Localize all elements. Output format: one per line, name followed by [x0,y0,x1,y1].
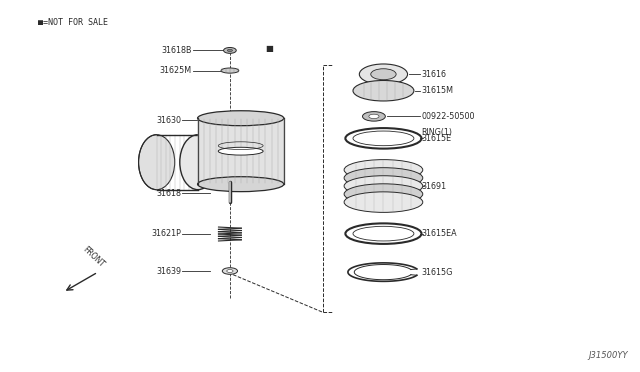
Text: 31615M: 31615M [422,86,454,95]
Ellipse shape [344,168,423,188]
Ellipse shape [138,135,175,190]
Text: 31618: 31618 [156,189,181,198]
Text: 31621P: 31621P [151,229,181,238]
Ellipse shape [223,48,236,53]
Ellipse shape [353,131,414,146]
Text: J31500YY: J31500YY [588,351,628,360]
Ellipse shape [198,111,284,126]
Polygon shape [198,118,284,184]
Text: 31615EA: 31615EA [422,229,457,238]
Ellipse shape [353,80,414,101]
Ellipse shape [227,49,232,51]
Text: 31691: 31691 [422,182,447,190]
Text: 31618B: 31618B [161,46,192,55]
Text: 31625M: 31625M [160,66,192,75]
Ellipse shape [198,177,284,192]
Ellipse shape [218,147,263,155]
Ellipse shape [227,270,233,272]
Text: 31630: 31630 [156,116,181,125]
Ellipse shape [371,69,396,80]
Ellipse shape [362,112,385,121]
Text: ■: ■ [266,44,273,53]
Text: 31615G: 31615G [422,267,453,277]
Ellipse shape [344,160,423,180]
Text: 31639: 31639 [156,266,181,276]
Ellipse shape [344,192,423,212]
Text: ■=NOT FOR SALE: ■=NOT FOR SALE [38,19,108,28]
Text: 31616: 31616 [422,70,447,79]
Ellipse shape [180,135,216,190]
Ellipse shape [359,64,408,84]
Ellipse shape [222,268,237,274]
Ellipse shape [344,176,423,196]
Ellipse shape [369,114,379,119]
Text: 00922-50500: 00922-50500 [422,112,475,121]
Ellipse shape [353,226,414,241]
Text: RING(1): RING(1) [422,128,452,137]
Text: 31615E: 31615E [422,134,452,143]
Text: FRONT: FRONT [81,245,106,269]
Ellipse shape [344,184,423,204]
Ellipse shape [221,68,239,73]
